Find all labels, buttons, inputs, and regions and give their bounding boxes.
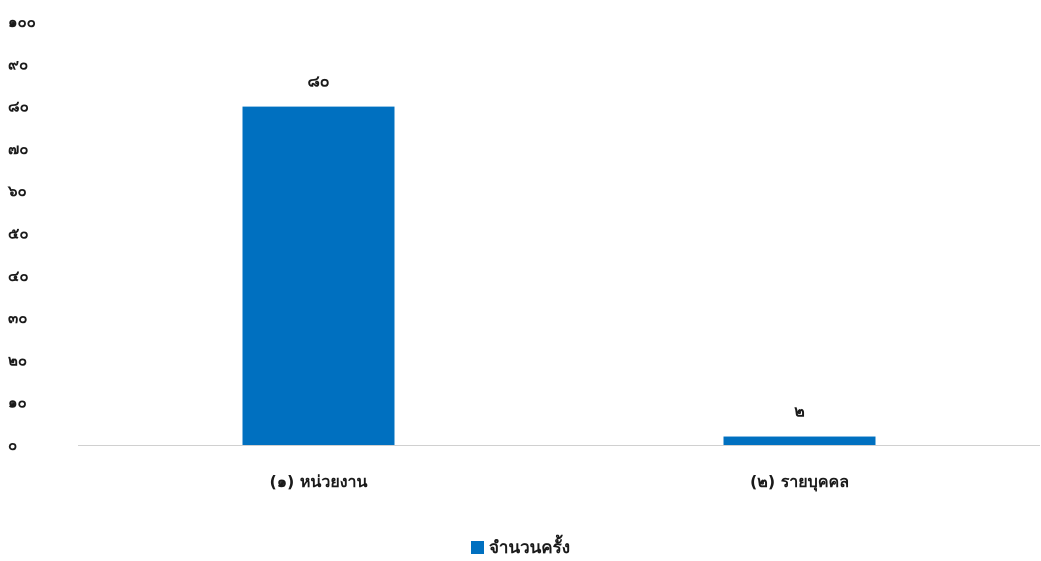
y-tick-label: ๓๐ bbox=[8, 309, 27, 327]
bar bbox=[723, 436, 876, 445]
data-label: ๒ bbox=[794, 402, 805, 421]
y-tick-label: ๐ bbox=[8, 436, 17, 454]
data-label: ๘๐ bbox=[307, 72, 329, 91]
y-tick-label: ๔๐ bbox=[8, 267, 29, 285]
x-category-label: (๑) หน่วยงาน bbox=[270, 472, 368, 491]
y-tick-label: ๒๐ bbox=[8, 351, 27, 369]
legend-label: จำนวนครั้ง bbox=[488, 538, 571, 558]
legend-swatch bbox=[470, 541, 484, 554]
y-tick-label: ๕๐ bbox=[8, 225, 29, 243]
data-labels: ๘๐๒ bbox=[307, 72, 804, 421]
y-tick-label: ๙๐ bbox=[8, 55, 28, 73]
y-tick-label: ๗๐ bbox=[8, 140, 28, 158]
legend: จำนวนครั้ง bbox=[0, 534, 1041, 561]
y-tick-label: ๘๐ bbox=[8, 98, 29, 116]
bars bbox=[242, 106, 876, 445]
y-axis-ticks: ๐ ๑๐ ๒๐ ๓๐ ๔๐ ๕๐ ๖๐ ๗๐ ๘๐ ๙๐ ๑๐๐ bbox=[7, 13, 36, 454]
bar bbox=[242, 106, 395, 445]
y-tick-label: ๑๐๐ bbox=[8, 13, 36, 31]
y-tick-label: ๑๐ bbox=[8, 394, 27, 412]
x-category-label: (๒) รายบุคคล bbox=[750, 472, 849, 492]
y-tick-label: ๖๐ bbox=[7, 182, 27, 200]
x-axis-categories: (๑) หน่วยงาน (๒) รายบุคคล bbox=[270, 472, 850, 492]
